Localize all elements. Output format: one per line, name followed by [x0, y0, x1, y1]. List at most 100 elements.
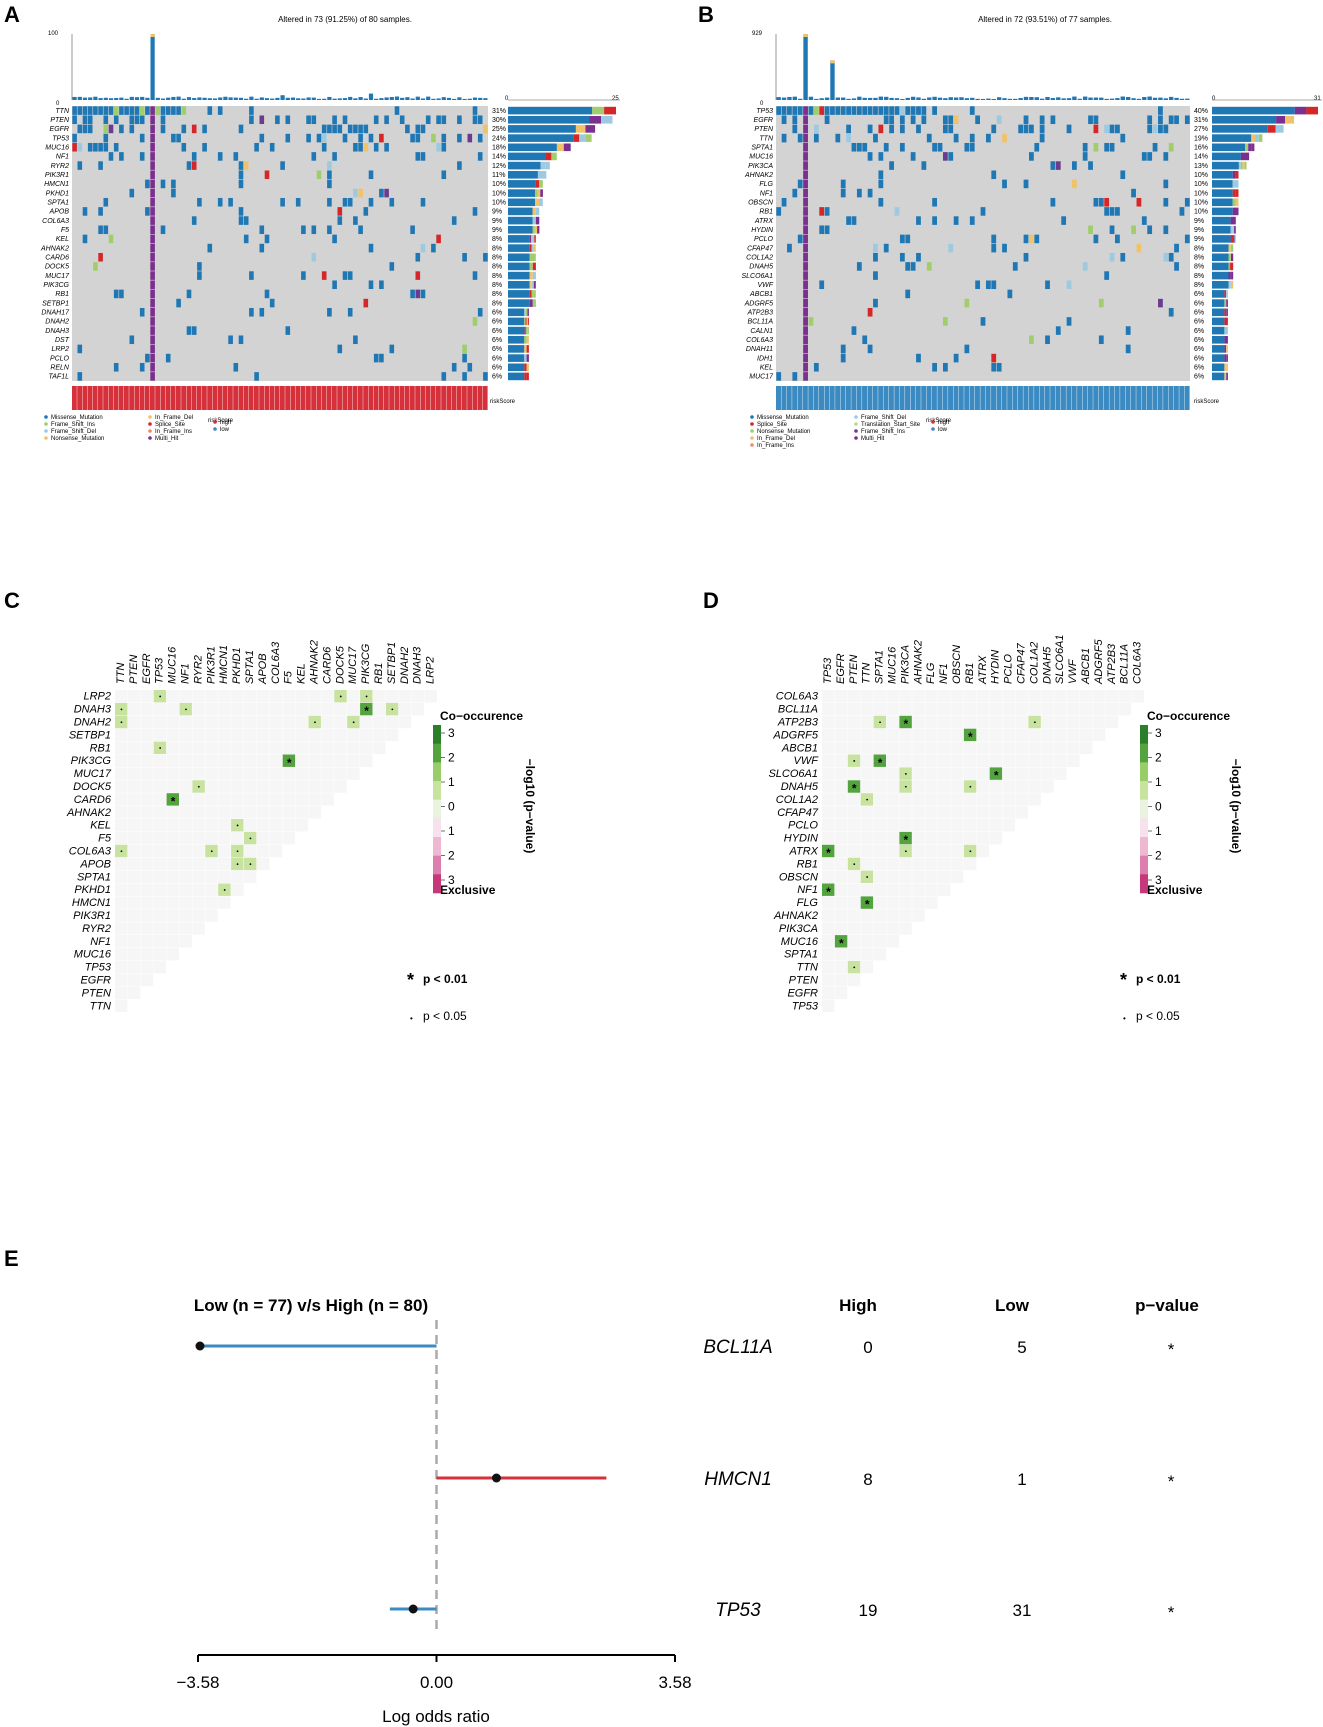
- heatmap-empty-cell: [963, 819, 977, 832]
- mutation-cell: [873, 271, 878, 280]
- gene-percent: 10%: [492, 200, 506, 207]
- heatmap-empty-cell: [860, 767, 874, 780]
- mutation-cell: [899, 115, 905, 125]
- gene-percent: 9%: [1194, 227, 1204, 234]
- gene-frequency-bar-segment: [529, 281, 532, 289]
- gene-frequency-bar-segment: [1258, 134, 1263, 142]
- sample-mutation-bar: [1013, 98, 1018, 100]
- mutation-cell: [803, 353, 808, 363]
- gene-label: HMCN1: [44, 181, 69, 188]
- risk-score-cell: [781, 386, 787, 410]
- heatmap-significant-cell: [360, 702, 373, 716]
- mutation-cell: [113, 142, 119, 152]
- heatmap-empty-cell: [179, 935, 192, 948]
- sample-mutation-bar: [1018, 98, 1023, 100]
- heatmap-empty-cell: [244, 806, 257, 819]
- heatmap-row-label: RB1: [90, 742, 111, 754]
- mutation-cell: [878, 124, 884, 134]
- sample-mutation-bar: [1185, 98, 1190, 100]
- heatmap-row-label: ABCB1: [781, 742, 818, 754]
- heatmap-cell-star: *: [994, 769, 999, 783]
- mutation-cell: [803, 289, 808, 299]
- mutation-cell: [332, 280, 337, 290]
- heatmap-empty-cell: [398, 690, 412, 703]
- heatmap-empty-cell: [938, 741, 951, 754]
- heatmap-empty-cell: [847, 922, 861, 935]
- mutation-cell: [150, 252, 155, 262]
- mutation-cell: [1045, 335, 1050, 345]
- mutation-cell: [781, 106, 787, 115]
- risk-score-cell: [410, 386, 415, 410]
- mutation-cell: [996, 115, 1002, 125]
- mutation-cell: [803, 298, 808, 308]
- heatmap-empty-cell: [938, 780, 951, 793]
- heatmap-row-label: HMCN1: [72, 897, 111, 909]
- risk-score-cell: [1093, 386, 1099, 410]
- legend-swatch: [148, 429, 152, 433]
- mutation-cell: [1184, 234, 1190, 244]
- mutation-cell: [803, 216, 808, 225]
- heatmap-empty-cell: [976, 767, 990, 780]
- mutation-cell: [150, 106, 155, 115]
- mutation-cell: [1039, 133, 1045, 143]
- gene-label: ATP2B3: [746, 310, 773, 317]
- heatmap-col-label: EGFR: [141, 653, 153, 684]
- forest-low-count: 5: [1017, 1338, 1026, 1357]
- gene-percent: 19%: [1194, 135, 1208, 142]
- mutation-cell: [1104, 142, 1110, 152]
- heatmap-empty-cell: [244, 728, 257, 742]
- heatmap-empty-cell: [860, 741, 874, 754]
- risk-score-cell: [1082, 386, 1088, 410]
- gene-frequency-bar: [508, 116, 590, 124]
- heatmap-empty-cell: [822, 857, 835, 871]
- oncoplot-a-risk-label: riskScore: [490, 399, 516, 405]
- gene-label: SLCO6A1: [741, 273, 773, 280]
- legend-risk-swatch: [931, 420, 935, 424]
- gene-frequency-bar-segment: [1226, 354, 1228, 362]
- mutation-cell: [916, 124, 921, 134]
- sample-mutation-bar: [483, 98, 488, 100]
- mutation-cell: [819, 280, 825, 290]
- mutation-cell: [1082, 152, 1088, 161]
- mutation-cell: [873, 252, 878, 262]
- legend-color-step: [1140, 855, 1148, 875]
- heatmap-empty-cell: [989, 715, 1003, 729]
- heatmap-empty-cell: [334, 754, 347, 767]
- heatmap-col-label: DNAH3: [412, 646, 424, 684]
- gene-label: SPTA1: [47, 200, 69, 207]
- gene-frequency-bar-segment: [1294, 106, 1307, 115]
- heatmap-empty-cell: [1080, 741, 1093, 754]
- risk-score-cell: [222, 386, 228, 410]
- mutation-cell: [1109, 225, 1115, 235]
- heatmap-empty-cell: [1067, 728, 1080, 742]
- gene-frequency-bar: [508, 143, 557, 152]
- mutation-cell: [472, 207, 478, 216]
- heatmap-empty-cell: [886, 831, 899, 845]
- gene-frequency-bar: [508, 317, 525, 326]
- sample-mutation-bar: [446, 97, 452, 100]
- heatmap-empty-cell: [166, 715, 179, 729]
- risk-score-cell: [186, 386, 192, 410]
- mutation-cell: [878, 197, 884, 207]
- mutation-cell: [321, 133, 327, 143]
- gene-percent: 18%: [492, 145, 506, 152]
- heatmap-empty-cell: [127, 896, 141, 909]
- heatmap-empty-cell: [385, 715, 399, 729]
- legend-risk-swatch: [213, 427, 217, 431]
- mutation-cell: [139, 307, 145, 317]
- mutation-cell: [1168, 252, 1174, 262]
- heatmap-empty-cell: [334, 741, 347, 754]
- heatmap-col-label: PKHD1: [231, 647, 243, 684]
- heatmap-row-label: COL1A2: [776, 794, 818, 806]
- gene-frequency-bar-segment: [532, 262, 536, 271]
- heatmap-empty-cell: [192, 922, 205, 935]
- gene-label: LRP2: [51, 346, 69, 353]
- mutation-cell: [165, 353, 171, 363]
- sample-mutation-bar: [114, 98, 119, 100]
- mutation-cell: [803, 280, 808, 290]
- heatmap-cell-dot: [249, 863, 252, 866]
- risk-score-cell: [899, 386, 905, 410]
- mutation-cell: [803, 106, 808, 115]
- mutation-cell: [803, 179, 808, 189]
